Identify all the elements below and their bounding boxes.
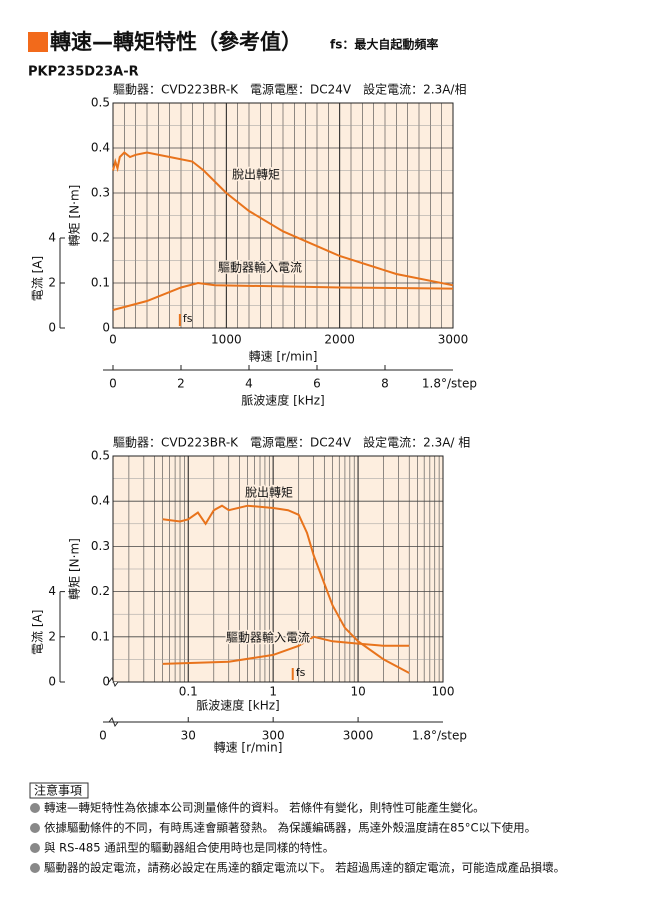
y-tick-label: 0.1 [91, 629, 110, 643]
y2-axis-title: 電流 [A] [31, 610, 45, 655]
x2-tick-label: 300 [262, 729, 285, 743]
x-tick-label: 100 [432, 685, 455, 699]
series-line [162, 504, 410, 674]
x-tick-label: 0.1 [179, 685, 198, 699]
bullet [30, 843, 40, 853]
title-square [28, 32, 48, 52]
x-tick-label: 0 [109, 333, 117, 347]
x2-origin-label: 0 [99, 729, 107, 743]
bullet [30, 863, 40, 873]
bullet [30, 823, 40, 833]
y-tick-label: 0.5 [91, 449, 110, 463]
y2-axis-title: 電流 [A] [31, 256, 45, 301]
x-tick-label: 1 [269, 685, 277, 699]
y-axis-title: 轉矩 [N·m] [68, 538, 82, 600]
x2-axis-title: 脈波速度 [kHz] [241, 393, 324, 408]
x-axis-title: 脈波速度 [kHz] [196, 698, 279, 713]
series-label: 脫出轉矩 [232, 167, 280, 182]
series-label: 脫出轉矩 [245, 485, 293, 500]
page-title: 轉速—轉矩特性（參考值） [50, 30, 302, 54]
y-tick-label: 0.5 [91, 96, 110, 110]
y-tick-label: 0.4 [91, 494, 110, 508]
y-tick-label: 0.3 [91, 186, 110, 200]
x-tick-label: 2000 [324, 333, 355, 347]
subtitle: 驅動器：CVD223BR-K 電源電壓：DC24V 設定電流：2.3A/相 [113, 82, 466, 97]
series-line [112, 281, 454, 311]
y-tick-label: 0.3 [91, 539, 110, 553]
x2-unit: 1.8°/step [422, 377, 477, 391]
note-item: 與 RS-485 通訊型的驅動器組合使用時也是同樣的特性。 [44, 841, 334, 855]
y2-tick-label: 0 [48, 321, 56, 335]
y-tick-label: 0 [102, 321, 110, 335]
x2-tick-label: 4 [245, 377, 253, 391]
series-label: 驅動器輸入電流 [218, 260, 302, 275]
plot-frame [112, 455, 444, 683]
model: PKP235D23A-R [28, 65, 139, 80]
y2-tick-label: 2 [48, 276, 56, 290]
series-line [162, 635, 410, 665]
note-item: 依據驅動條件的不同，有時馬達會顯著發熱。 為保護編碼器，馬達外殼溫度請在85°C… [44, 821, 536, 835]
y2-tick-label: 4 [48, 584, 56, 598]
x-axis-title: 轉速 [r/min] [249, 350, 318, 364]
fs-label: fs [296, 666, 306, 679]
bullet [30, 803, 40, 813]
y2-tick-label: 0 [48, 675, 56, 689]
x-tick-label: 10 [350, 685, 365, 699]
x2-tick-label: 3000 [343, 729, 374, 743]
x2-tick-label: 6 [313, 377, 321, 391]
x2-tick-label: 2 [177, 377, 185, 391]
x2-axis-title: 轉速 [r/min] [214, 741, 283, 755]
fs-label: fs [183, 312, 193, 325]
note-item: 轉速—轉矩特性為依據本公司測量條件的資料。 若條件有變化，則特性可能產生變化。 [44, 801, 485, 815]
x2-tick-label: 8 [381, 377, 389, 391]
x2-unit: 1.8°/step [412, 729, 467, 743]
x-tick-label: 3000 [438, 333, 469, 347]
x-tick-label: 1000 [211, 333, 242, 347]
y-tick-label: 0.1 [91, 276, 110, 290]
axis-break [108, 676, 119, 688]
x2-tick-label: 30 [181, 729, 196, 743]
note-item: 驅動器的設定電流，請務必設定在馬達的額定電流以下。 若超過馬達的額定電流，可能造… [44, 861, 565, 875]
y-tick-label: 0 [102, 675, 110, 689]
notes-title: 注意事項 [34, 783, 82, 798]
plot-frame [112, 102, 454, 329]
x2-tick-label: 0 [109, 377, 117, 391]
y2-tick-label: 4 [48, 231, 56, 245]
y-axis-title: 轉矩 [N·m] [68, 185, 82, 247]
subtitle: 驅動器：CVD223BR-K 電源電壓：DC24V 設定電流：2.3A/ 相 [113, 435, 470, 450]
y-tick-label: 0.2 [91, 584, 110, 598]
y-tick-label: 0.2 [91, 231, 110, 245]
axis-break [108, 716, 119, 728]
fs-note: fs：最大自起動頻率 [330, 37, 438, 52]
y-tick-label: 0.4 [91, 141, 110, 155]
y2-tick-label: 2 [48, 629, 56, 643]
series-line [112, 151, 454, 287]
series-label: 驅動器輸入電流 [226, 630, 310, 645]
notes-box [29, 782, 89, 799]
